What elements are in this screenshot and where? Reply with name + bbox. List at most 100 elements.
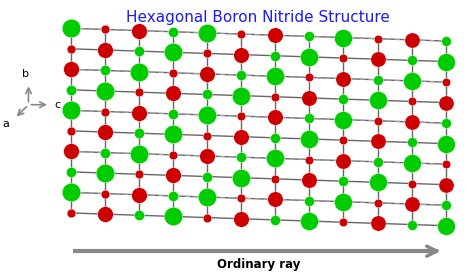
Point [408, 99, 415, 104]
Point [136, 192, 143, 197]
Point [237, 176, 245, 180]
Text: Ordinary ray: Ordinary ray [217, 257, 300, 271]
Point [68, 26, 75, 31]
Point [340, 200, 347, 204]
Point [203, 154, 211, 158]
Point [306, 157, 313, 162]
Point [442, 182, 449, 187]
Point [408, 38, 415, 42]
Point [374, 180, 381, 185]
Point [237, 196, 245, 200]
Point [203, 133, 211, 138]
Point [237, 114, 245, 118]
Point [68, 211, 75, 215]
Point [272, 33, 279, 37]
Point [408, 202, 415, 206]
Point [340, 76, 347, 81]
Point [272, 218, 279, 222]
Point [136, 69, 143, 74]
Point [340, 159, 347, 163]
Point [169, 214, 177, 219]
Point [340, 97, 347, 101]
Point [203, 31, 211, 35]
Point [306, 55, 313, 59]
Point [102, 150, 109, 155]
Point [169, 173, 177, 177]
Point [408, 222, 415, 227]
Point [306, 219, 313, 223]
Point [136, 111, 143, 115]
Point [169, 50, 177, 55]
Point [272, 74, 279, 78]
Point [68, 170, 75, 174]
Point [203, 174, 211, 179]
Point [272, 115, 279, 120]
Point [442, 39, 449, 43]
Point [306, 198, 313, 203]
Point [102, 212, 109, 216]
Point [136, 172, 143, 176]
Point [169, 194, 177, 198]
Point [169, 112, 177, 116]
Point [169, 91, 177, 96]
Point [169, 153, 177, 157]
Point [169, 132, 177, 136]
Point [237, 73, 245, 77]
Point [68, 149, 75, 154]
Point [102, 191, 109, 196]
Text: Hexagonal Boron Nitride Structure: Hexagonal Boron Nitride Structure [126, 10, 390, 25]
Point [136, 90, 143, 94]
Point [272, 177, 279, 181]
Point [442, 141, 449, 146]
Point [203, 215, 211, 220]
Point [102, 27, 109, 32]
Point [408, 58, 415, 63]
Point [272, 95, 279, 99]
Point [102, 68, 109, 73]
Point [340, 179, 347, 183]
Point [374, 118, 381, 123]
Point [408, 161, 415, 165]
Point [442, 162, 449, 166]
Point [237, 93, 245, 98]
Point [442, 100, 449, 105]
Point [306, 178, 313, 182]
Point [306, 75, 313, 80]
Point [136, 131, 143, 135]
Point [203, 113, 211, 117]
Point [374, 139, 381, 144]
Point [340, 138, 347, 142]
Point [306, 137, 313, 141]
Point [374, 160, 381, 164]
Point [102, 130, 109, 134]
Point [442, 121, 449, 125]
Point [203, 92, 211, 97]
Point [102, 89, 109, 93]
Point [272, 156, 279, 161]
Text: c: c [54, 100, 60, 110]
Point [203, 51, 211, 56]
Point [68, 67, 75, 72]
Point [68, 47, 75, 51]
Point [374, 201, 381, 205]
Point [237, 155, 245, 159]
Point [169, 71, 177, 75]
Point [340, 56, 347, 60]
Text: a: a [2, 118, 9, 129]
Point [237, 52, 245, 57]
Point [442, 59, 449, 64]
Point [203, 195, 211, 199]
Point [408, 181, 415, 186]
Point [374, 78, 381, 82]
Point [237, 135, 245, 139]
Point [102, 48, 109, 52]
Point [374, 57, 381, 61]
Point [68, 108, 75, 112]
Point [340, 220, 347, 224]
Point [408, 79, 415, 83]
Point [169, 29, 177, 34]
Point [442, 80, 449, 84]
Point [272, 197, 279, 201]
Text: b: b [22, 69, 29, 79]
Point [272, 54, 279, 58]
